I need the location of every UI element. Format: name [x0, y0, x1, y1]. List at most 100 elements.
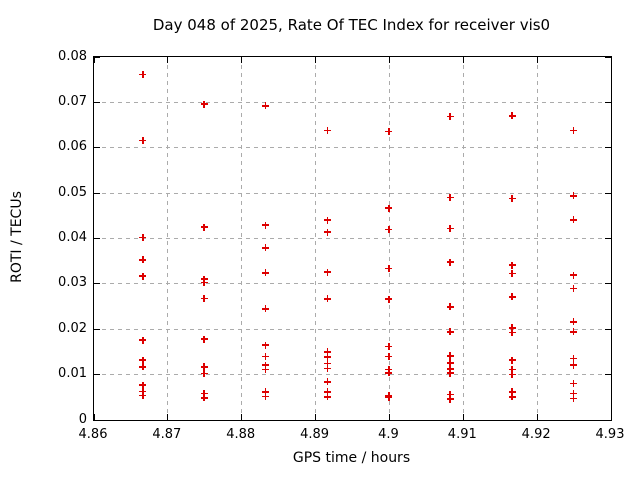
- data-point-marker: [570, 328, 578, 336]
- data-point-marker: [200, 370, 208, 378]
- chart-title: Day 048 of 2025, Rate Of TEC Index for r…: [152, 16, 551, 34]
- x-axis-label: GPS time / hours: [292, 450, 411, 466]
- tick-mark-right: [605, 147, 611, 149]
- data-point-marker: [139, 256, 147, 264]
- tick-mark-bottom: [536, 414, 538, 420]
- data-point-marker: [262, 341, 270, 349]
- x-tick-label: 4.91: [447, 427, 477, 442]
- data-point-marker: [570, 284, 578, 292]
- tick-mark-left: [94, 192, 100, 194]
- y-tick-label: 0.08: [58, 48, 87, 64]
- data-point-marker: [385, 393, 393, 401]
- data-point-marker: [324, 216, 332, 224]
- data-point-marker: [570, 395, 578, 403]
- data-point-marker: [324, 295, 332, 303]
- data-point-marker: [508, 328, 516, 336]
- gridline-vertical: [167, 57, 169, 420]
- data-point-marker: [508, 388, 516, 396]
- tick-mark-right: [605, 192, 611, 194]
- data-point-marker: [385, 352, 393, 360]
- data-point-marker: [262, 102, 270, 110]
- y-tick-label: 0.06: [58, 139, 87, 155]
- data-point-marker: [385, 264, 393, 272]
- data-point-marker: [446, 194, 454, 202]
- x-tick-label: 4.93: [595, 427, 625, 442]
- data-point-marker: [508, 112, 516, 120]
- data-point-marker: [385, 295, 393, 303]
- tick-mark-left: [94, 101, 100, 103]
- gridline-vertical: [388, 57, 390, 420]
- gridline-horizontal: [94, 192, 611, 194]
- data-point-marker: [508, 293, 516, 301]
- tick-mark-bottom: [388, 414, 390, 420]
- gridline-vertical: [536, 57, 538, 420]
- data-point-marker: [200, 278, 208, 286]
- data-point-marker: [446, 112, 454, 120]
- x-tick-label: 4.92: [521, 427, 551, 442]
- x-tick-label: 4.89: [300, 427, 330, 442]
- data-point-marker: [324, 360, 332, 368]
- gridline-vertical: [241, 57, 243, 420]
- tick-mark-bottom: [241, 414, 243, 420]
- x-tick-label: 4.87: [152, 427, 182, 442]
- data-point-marker: [139, 71, 147, 79]
- data-point-marker: [446, 391, 454, 399]
- data-point-marker: [508, 393, 516, 401]
- data-point-marker: [262, 305, 270, 313]
- tick-mark-left: [94, 238, 100, 239]
- data-point-marker: [508, 324, 516, 332]
- y-tick-label: 0.05: [58, 184, 87, 200]
- data-point-marker: [139, 272, 147, 280]
- gridline-horizontal: [94, 328, 611, 330]
- data-point-marker: [262, 392, 270, 400]
- plot-area: [93, 56, 612, 421]
- data-point-marker: [570, 390, 578, 398]
- y-tick-label: 0.04: [58, 230, 87, 245]
- tick-mark-left: [94, 328, 100, 330]
- data-point-marker: [570, 126, 578, 134]
- data-point-marker: [262, 388, 270, 396]
- y-tick-label: 0: [78, 411, 87, 427]
- tick-mark-bottom: [610, 414, 612, 420]
- data-point-marker: [446, 369, 454, 377]
- data-point-marker: [200, 335, 208, 343]
- data-point-marker: [385, 369, 393, 377]
- tick-mark-bottom: [93, 414, 95, 420]
- tick-mark-right: [605, 56, 611, 58]
- y-tick-label: 0.01: [58, 366, 87, 382]
- gridline-horizontal: [94, 238, 611, 239]
- data-point-marker: [570, 361, 578, 369]
- data-point-marker: [200, 363, 208, 371]
- tick-mark-left: [94, 374, 100, 376]
- x-tick-label: 4.88: [226, 427, 256, 442]
- data-point-marker: [385, 127, 393, 135]
- data-point-marker: [200, 390, 208, 398]
- data-point-marker: [139, 391, 147, 399]
- data-point-marker: [570, 380, 578, 388]
- tick-mark-top: [241, 57, 243, 63]
- data-point-marker: [446, 352, 454, 360]
- x-tick-label: 4.9: [378, 427, 399, 442]
- data-point-marker: [446, 395, 454, 403]
- data-point-marker: [200, 223, 208, 231]
- data-point-marker: [139, 363, 147, 371]
- tick-mark-top: [315, 57, 317, 63]
- data-point-marker: [385, 204, 393, 212]
- data-point-marker: [385, 342, 393, 350]
- data-point-marker: [446, 365, 454, 373]
- tick-mark-top: [388, 57, 390, 63]
- gridline-vertical: [315, 57, 317, 420]
- data-point-marker: [385, 225, 393, 233]
- data-point-marker: [570, 271, 578, 279]
- tick-mark-top: [167, 57, 169, 63]
- data-point-marker: [324, 228, 332, 236]
- data-point-marker: [200, 100, 208, 108]
- tick-mark-right: [605, 374, 611, 376]
- data-point-marker: [324, 126, 332, 134]
- data-point-marker: [200, 294, 208, 302]
- data-point-marker: [139, 234, 147, 242]
- data-point-marker: [446, 328, 454, 336]
- data-point-marker: [570, 318, 578, 326]
- tick-mark-bottom: [462, 414, 464, 420]
